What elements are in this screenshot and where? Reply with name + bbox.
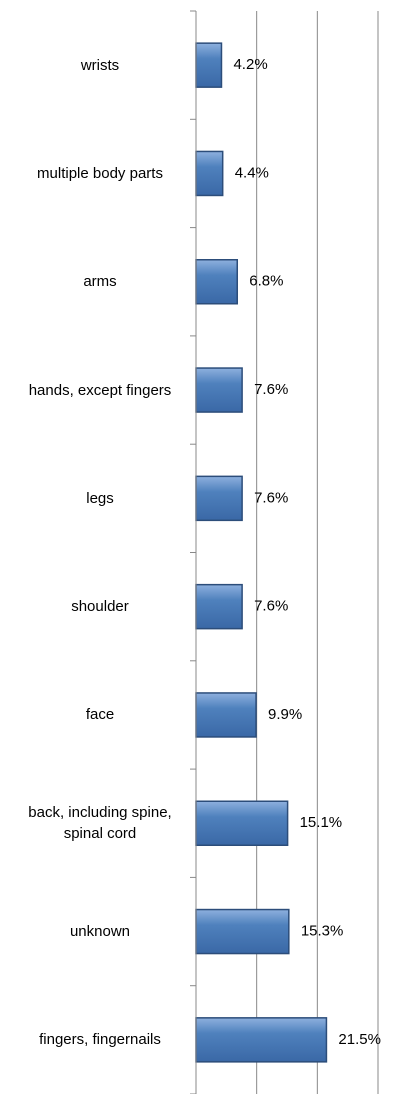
category-label-text: shoulder (71, 598, 129, 616)
bar (195, 259, 239, 305)
category-label-text: unknown (69, 923, 131, 941)
value-label: 7.6% (254, 598, 288, 615)
category-label-text: hands, except fingers (28, 381, 172, 399)
bar (195, 475, 243, 522)
category-label: shoulder (71, 598, 129, 616)
category-label-text: back, including spine, spinal cord (28, 804, 172, 843)
value-label: 7.6% (254, 381, 288, 398)
value-label: 7.6% (254, 489, 288, 506)
category-label: face (85, 706, 115, 724)
value-label: 15.3% (301, 923, 344, 940)
category-label: hands, except fingers (28, 381, 172, 399)
bar (195, 692, 257, 738)
category-label: legs (86, 489, 114, 507)
category-label-text: multiple body parts (37, 164, 163, 182)
bar (195, 800, 289, 846)
category-label: fingers, fingernails (39, 1031, 161, 1049)
value-label: 9.9% (268, 706, 302, 723)
category-label: wrists (80, 56, 120, 74)
bar (195, 583, 243, 630)
category-label: unknown (69, 923, 131, 941)
bar (195, 367, 243, 413)
category-label-text: legs (86, 489, 114, 507)
category-label: multiple body parts (37, 164, 163, 182)
value-label: 4.2% (233, 56, 267, 73)
bar (195, 42, 223, 88)
category-label: arms (83, 273, 117, 291)
bar (195, 150, 224, 197)
bar (195, 908, 290, 955)
category-label-text: face (85, 706, 115, 724)
category-label: back, including spine, spinal cord (28, 804, 172, 843)
value-label: 21.5% (338, 1031, 381, 1048)
category-label-text: wrists (80, 56, 120, 74)
value-label: 6.8% (249, 273, 283, 290)
category-label-text: arms (83, 273, 117, 291)
value-label: 4.4% (235, 164, 269, 181)
category-label-text: fingers, fingernails (39, 1031, 161, 1049)
value-label: 15.1% (300, 814, 343, 831)
bar (195, 1017, 328, 1063)
